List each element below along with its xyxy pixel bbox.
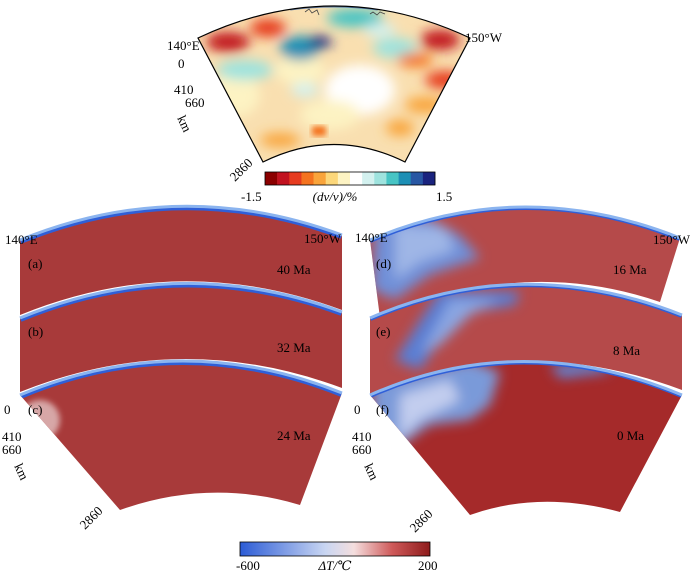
left-depth-410: 410 xyxy=(2,429,22,444)
colorbar-swatch xyxy=(265,172,278,185)
temperature-colorbar xyxy=(239,541,431,557)
model-panel-a xyxy=(19,204,343,315)
left-lon-right: 150°W xyxy=(304,231,342,246)
panel-d-letter: (d) xyxy=(376,256,391,271)
right-depth-0: 0 xyxy=(354,402,361,417)
coastline-mark xyxy=(304,8,320,16)
colorbar-swatch xyxy=(362,172,375,185)
panel-e-letter: (e) xyxy=(376,324,390,339)
colorbar-swatch xyxy=(386,172,399,185)
panel-e-age: 8 Ma xyxy=(613,343,640,358)
model-panel-f xyxy=(369,360,683,515)
tomo-depth-660: 660 xyxy=(185,95,205,110)
tomo-depth-0: 0 xyxy=(178,56,185,71)
colorbar-swatch xyxy=(289,172,302,185)
tomography-panel: 140°E 150°W 0 410 660 km 2860 -1.5 1.5 (… xyxy=(167,5,503,204)
tomo-lon-left: 140°E xyxy=(167,38,200,53)
tomo-colorbar-min: -1.5 xyxy=(241,189,262,204)
colorbar-swatch xyxy=(313,172,327,185)
colorbar-swatch xyxy=(337,172,351,185)
model-panel-e xyxy=(369,282,683,395)
colorbar-swatch xyxy=(325,172,339,185)
tomo-depth-unit: km xyxy=(174,113,195,134)
model-panel-b xyxy=(19,281,343,392)
tomo-colorbar-max: 1.5 xyxy=(436,189,452,204)
left-depth-660: 660 xyxy=(2,442,22,457)
panel-d-age: 16 Ma xyxy=(613,262,647,277)
panel-b-letter: (b) xyxy=(28,324,43,339)
tomo-depth-410: 410 xyxy=(174,82,194,97)
panel-f-letter: (f) xyxy=(376,402,389,417)
tomography-colorbar xyxy=(264,171,436,186)
panel-f-age: 0 Ma xyxy=(617,428,644,443)
temp-colorbar-min: -600 xyxy=(236,558,260,573)
colorbar-swatch xyxy=(374,172,387,185)
left-depth-unit: km xyxy=(11,461,32,482)
right-depth-unit: km xyxy=(361,461,382,482)
panel-c-age: 24 Ma xyxy=(277,428,311,443)
temp-colorbar-max: 200 xyxy=(418,558,438,573)
colorbar-swatch xyxy=(398,172,412,185)
panel-b-age: 32 Ma xyxy=(277,340,311,355)
coastline-mark xyxy=(369,11,386,16)
tomo-lon-right: 150°W xyxy=(465,30,503,45)
colorbar-border xyxy=(264,171,436,186)
tomography-outline xyxy=(197,5,471,163)
left-depth-0: 0 xyxy=(4,402,11,417)
panel-c-letter: (c) xyxy=(28,402,42,417)
right-depth-410: 410 xyxy=(352,429,372,444)
colorbar-swatch xyxy=(350,172,363,185)
temp-colorbar-title: ΔT/℃ xyxy=(317,558,351,573)
right-lon-left: 140°E xyxy=(355,230,388,245)
tomo-colorbar-title: (dv/v)/% xyxy=(313,189,358,204)
right-lon-right: 150°W xyxy=(653,232,691,247)
colorbar-swatch xyxy=(301,172,314,185)
model-panel-d xyxy=(369,205,681,318)
right-depth-2860: 2860 xyxy=(407,506,436,535)
panel-a-letter: (a) xyxy=(28,256,42,271)
colorbar-swatch xyxy=(422,172,436,185)
right-depth-660: 660 xyxy=(352,442,372,457)
colorbar-swatch xyxy=(410,172,424,185)
tomo-depth-2860: 2860 xyxy=(227,155,256,184)
colorbar-swatch xyxy=(277,172,290,185)
left-depth-2860: 2860 xyxy=(77,503,106,532)
left-lon-left: 140°E xyxy=(5,232,38,247)
panel-a-age: 40 Ma xyxy=(277,262,311,277)
